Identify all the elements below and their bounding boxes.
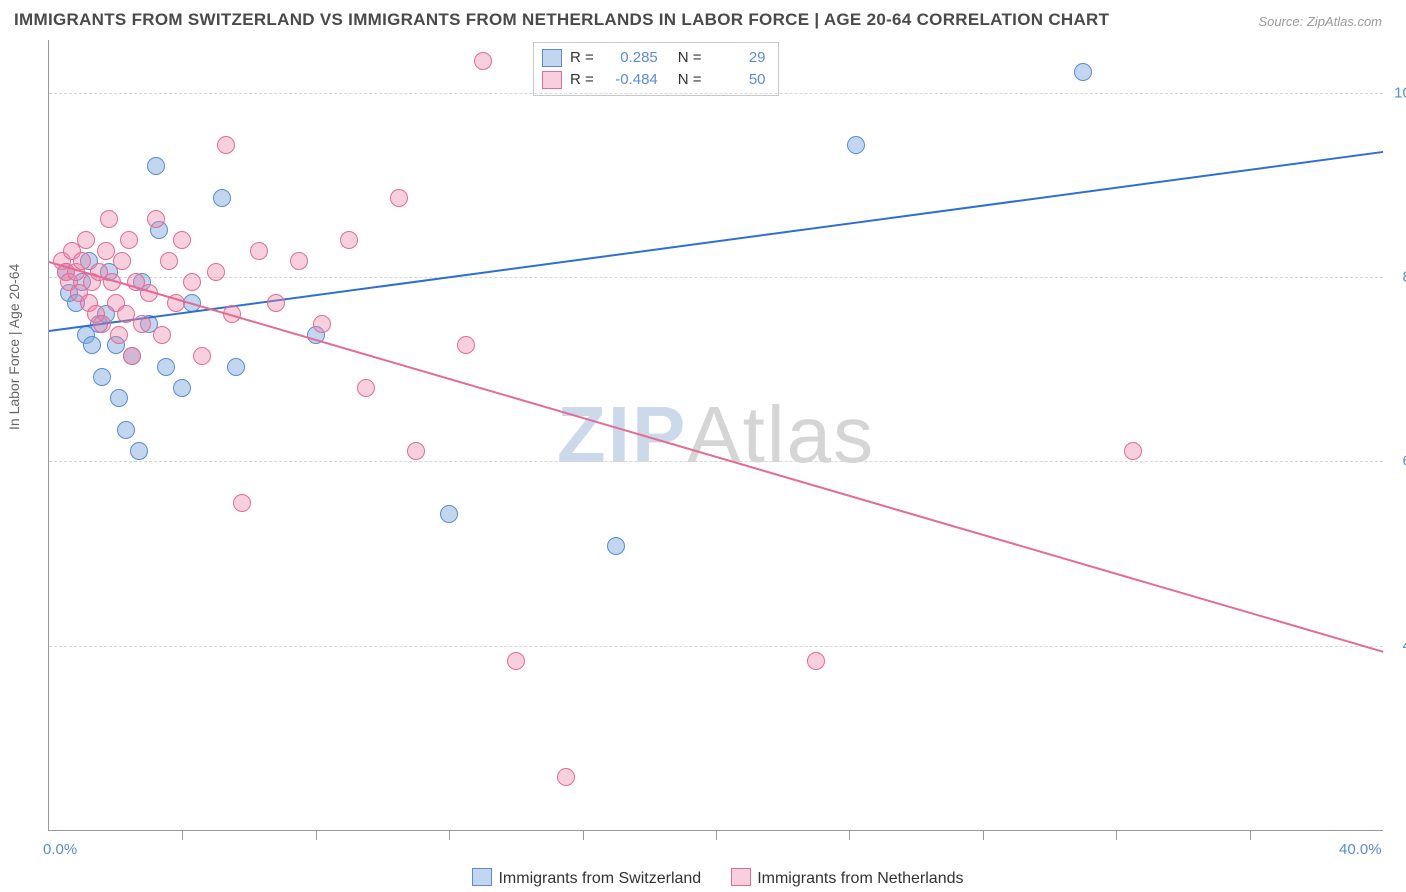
x-tick-mark — [1250, 830, 1251, 840]
chart-plot-area: ZIPAtlas R =0.285N =29R =-0.484N =50 47.… — [48, 40, 1383, 831]
legend-n-value: 29 — [714, 47, 766, 69]
data-point — [157, 358, 175, 376]
data-point — [233, 494, 251, 512]
x-tick-mark — [583, 830, 584, 840]
data-point — [77, 231, 95, 249]
data-point — [1124, 442, 1142, 460]
gridline — [49, 461, 1383, 462]
data-point — [147, 210, 165, 228]
data-point — [390, 189, 408, 207]
legend-r-label: R = — [570, 47, 594, 69]
legend-r-value: 0.285 — [606, 47, 658, 69]
data-point — [147, 157, 165, 175]
watermark-zip: ZIP — [557, 390, 687, 479]
data-point — [73, 252, 91, 270]
data-point — [267, 294, 285, 312]
regression-line — [49, 261, 1384, 653]
data-point — [807, 652, 825, 670]
data-point — [113, 252, 131, 270]
data-point — [250, 242, 268, 260]
data-point — [120, 231, 138, 249]
x-tick-mark — [316, 830, 317, 840]
gridline — [49, 646, 1383, 647]
legend-box: R = 0.285 N = 29 R = -0.484 N = 50 — [533, 42, 779, 96]
gridline — [49, 277, 1383, 278]
regression-line — [49, 151, 1383, 332]
legend-n-value: 50 — [714, 69, 766, 91]
legend-row: R = -0.484 N = 50 — [542, 69, 766, 91]
watermark-atlas: Atlas — [687, 390, 875, 479]
data-point — [557, 768, 575, 786]
data-point — [607, 537, 625, 555]
x-tick-mark — [182, 830, 183, 840]
x-tick-mark — [1116, 830, 1117, 840]
data-point — [313, 315, 331, 333]
data-point — [290, 252, 308, 270]
bottom-legend: Immigrants from Switzerland Immigrants fr… — [0, 868, 1406, 888]
data-point — [457, 336, 475, 354]
data-point — [160, 252, 178, 270]
legend-r-label: R = — [570, 69, 594, 91]
x-tick-label: 40.0% — [1339, 841, 1382, 858]
x-tick-label: 0.0% — [43, 841, 77, 858]
data-point — [440, 505, 458, 523]
legend-swatch — [472, 868, 492, 886]
y-tick-label: 65.0% — [1389, 453, 1406, 470]
x-tick-mark — [449, 830, 450, 840]
legend-n-label: N = — [678, 47, 702, 69]
legend-swatch — [731, 868, 751, 886]
page-title: IMMIGRANTS FROM SWITZERLAND VS IMMIGRANT… — [14, 10, 1109, 30]
y-tick-label: 100.0% — [1389, 84, 1406, 101]
watermark: ZIPAtlas — [557, 389, 875, 481]
x-tick-mark — [849, 830, 850, 840]
x-tick-mark — [983, 830, 984, 840]
data-point — [110, 326, 128, 344]
data-point — [123, 347, 141, 365]
data-point — [173, 231, 191, 249]
data-point — [227, 358, 245, 376]
data-point — [153, 326, 171, 344]
data-point — [507, 652, 525, 670]
legend-n-label: N = — [678, 69, 702, 91]
data-point — [847, 136, 865, 154]
legend-row: R = 0.285 N = 29 — [542, 47, 766, 69]
legend-swatch — [542, 49, 562, 67]
x-tick-mark — [716, 830, 717, 840]
data-point — [117, 421, 135, 439]
data-point — [207, 263, 225, 281]
data-point — [173, 379, 191, 397]
data-point — [100, 210, 118, 228]
data-point — [193, 347, 211, 365]
gridline — [49, 93, 1383, 94]
data-point — [407, 442, 425, 460]
data-point — [340, 231, 358, 249]
source-attribution: Source: ZipAtlas.com — [1258, 14, 1382, 29]
legend-series-name: Immigrants from Netherlands — [757, 870, 963, 887]
data-point — [474, 52, 492, 70]
data-point — [133, 315, 151, 333]
y-axis-label: In Labor Force | Age 20-64 — [6, 264, 22, 430]
data-point — [117, 305, 135, 323]
data-point — [357, 379, 375, 397]
data-point — [130, 442, 148, 460]
legend-series-name: Immigrants from Switzerland — [498, 870, 701, 887]
data-point — [183, 273, 201, 291]
data-point — [97, 242, 115, 260]
y-tick-label: 82.5% — [1389, 269, 1406, 286]
data-point — [110, 389, 128, 407]
data-point — [217, 136, 235, 154]
data-point — [93, 368, 111, 386]
data-point — [1074, 63, 1092, 81]
data-point — [83, 336, 101, 354]
y-tick-label: 47.5% — [1389, 637, 1406, 654]
data-point — [93, 315, 111, 333]
legend-r-value: -0.484 — [606, 69, 658, 91]
legend-swatch — [542, 71, 562, 89]
data-point — [213, 189, 231, 207]
